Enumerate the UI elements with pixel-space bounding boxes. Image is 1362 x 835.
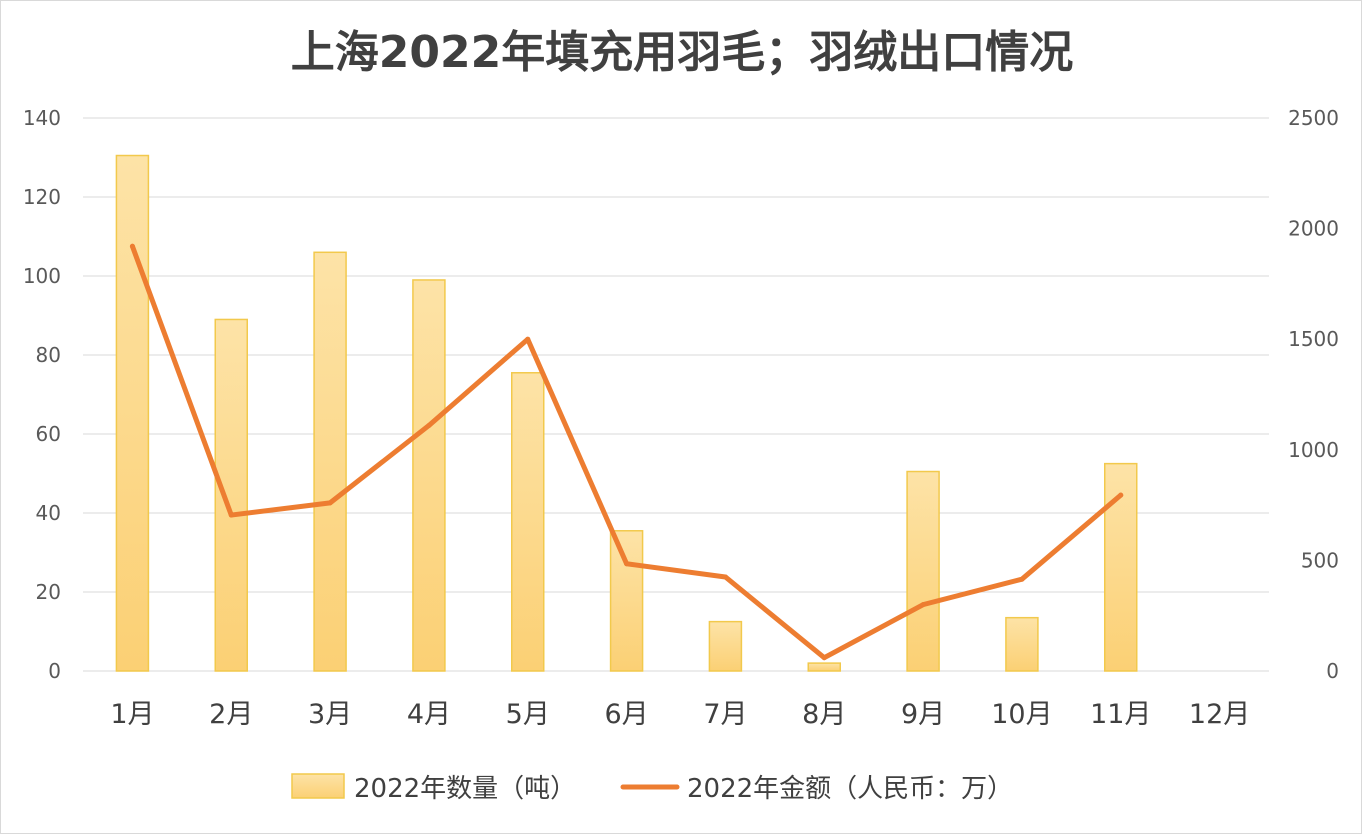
left-tick-label: 0 bbox=[48, 659, 61, 683]
legend-bar-label: 2022年数量（吨） bbox=[354, 774, 576, 804]
legend: 2022年数量（吨） 2022年金额（人民币：万） bbox=[291, 773, 1013, 804]
x-tick-label: 12月 bbox=[1189, 699, 1250, 730]
bar bbox=[412, 279, 446, 672]
legend-bar-swatch bbox=[291, 773, 345, 799]
right-tick-label: 2500 bbox=[1288, 106, 1339, 130]
line-point bbox=[1118, 492, 1124, 498]
x-tick-label: 9月 bbox=[901, 699, 945, 730]
x-tick-label: 3月 bbox=[308, 699, 352, 730]
line-point bbox=[426, 422, 432, 428]
line-point bbox=[722, 574, 728, 580]
line-point bbox=[228, 512, 234, 518]
x-tick-label: 1月 bbox=[110, 699, 154, 730]
bar bbox=[906, 470, 940, 672]
bar bbox=[708, 620, 743, 672]
line-series bbox=[129, 243, 1124, 661]
x-tick-label: 4月 bbox=[407, 699, 451, 730]
left-tick-label: 100 bbox=[23, 264, 61, 288]
left-tick-label: 120 bbox=[23, 185, 61, 209]
line-point bbox=[821, 655, 827, 661]
bar-series bbox=[115, 154, 1138, 672]
line-point bbox=[525, 336, 531, 342]
line-point bbox=[624, 561, 630, 567]
line-point bbox=[920, 602, 926, 608]
line-point bbox=[129, 243, 135, 249]
x-tick-label: 6月 bbox=[604, 699, 648, 730]
left-tick-label: 140 bbox=[23, 106, 61, 130]
x-tick-label: 2月 bbox=[209, 699, 253, 730]
left-tick-label: 60 bbox=[36, 422, 61, 446]
x-tick-label: 7月 bbox=[703, 699, 747, 730]
bar bbox=[214, 318, 248, 672]
x-tick-label: 11月 bbox=[1090, 699, 1151, 730]
right-axis-ticks: 0 500 1000 1500 2000 2500 bbox=[1288, 106, 1339, 683]
bar bbox=[115, 154, 150, 672]
left-axis-ticks: 0 20 40 60 80 100 120 140 bbox=[23, 106, 61, 683]
right-tick-label: 1500 bbox=[1288, 327, 1339, 351]
x-tick-label: 5月 bbox=[506, 699, 550, 730]
x-tick-label: 8月 bbox=[802, 699, 846, 730]
left-tick-label: 80 bbox=[36, 343, 61, 367]
legend-line-label: 2022年金额（人民币：万） bbox=[687, 774, 1013, 804]
bar bbox=[313, 251, 347, 672]
x-axis-ticks: 1月 2月 3月 4月 5月 6月 7月 8月 9月 10月 11月 12月 bbox=[110, 699, 1250, 730]
bar bbox=[511, 372, 545, 672]
bar bbox=[609, 530, 644, 672]
line-point bbox=[1019, 576, 1025, 582]
bar bbox=[1005, 616, 1039, 672]
right-tick-label: 0 bbox=[1326, 659, 1339, 683]
left-tick-label: 20 bbox=[36, 580, 61, 604]
chart-title: 上海2022年填充用羽毛；羽绒出口情况 bbox=[291, 27, 1073, 78]
line-point bbox=[327, 500, 333, 506]
right-tick-label: 2000 bbox=[1288, 217, 1339, 241]
x-tick-label: 10月 bbox=[991, 699, 1052, 730]
right-tick-label: 500 bbox=[1301, 548, 1339, 572]
bar bbox=[807, 662, 841, 672]
gridlines bbox=[83, 117, 1269, 672]
left-tick-label: 40 bbox=[36, 501, 61, 525]
right-tick-label: 1000 bbox=[1288, 438, 1339, 462]
